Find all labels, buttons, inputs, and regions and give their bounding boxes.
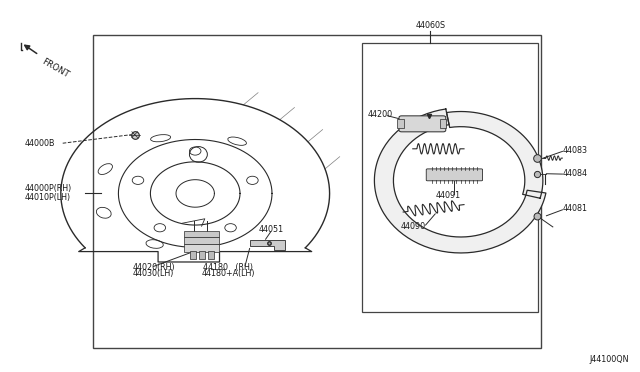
Text: 44000P(RH): 44000P(RH) — [24, 185, 72, 193]
Text: FRONT: FRONT — [40, 57, 70, 80]
Text: 44060S: 44060S — [415, 21, 445, 30]
Text: 44010P(LH): 44010P(LH) — [24, 193, 70, 202]
Text: 44084: 44084 — [563, 169, 588, 178]
Text: 44200: 44200 — [368, 110, 393, 119]
Bar — [93, 35, 541, 348]
Bar — [190, 251, 196, 259]
Text: 44020(RH): 44020(RH) — [132, 263, 175, 272]
Text: 44090: 44090 — [400, 222, 426, 231]
Text: 44030(LH): 44030(LH) — [133, 269, 174, 278]
Text: 44000B: 44000B — [24, 139, 55, 148]
Polygon shape — [447, 112, 543, 198]
FancyBboxPatch shape — [426, 169, 483, 181]
Bar — [397, 119, 404, 128]
Bar — [440, 119, 447, 128]
Text: 44081: 44081 — [563, 204, 588, 213]
Bar — [208, 251, 214, 259]
FancyBboxPatch shape — [399, 116, 445, 132]
Bar — [184, 237, 219, 244]
Polygon shape — [250, 240, 285, 250]
Text: 44180+A(LH): 44180+A(LH) — [202, 269, 255, 278]
Text: 44051: 44051 — [258, 225, 284, 234]
Text: 44091: 44091 — [435, 191, 461, 200]
Text: J44100QN: J44100QN — [589, 355, 628, 364]
Text: 44180   (RH): 44180 (RH) — [204, 263, 253, 272]
Bar — [184, 231, 219, 237]
Text: 44083: 44083 — [563, 146, 588, 155]
Bar — [362, 43, 538, 312]
Bar — [184, 244, 219, 252]
Bar — [199, 251, 205, 259]
Polygon shape — [374, 109, 546, 253]
